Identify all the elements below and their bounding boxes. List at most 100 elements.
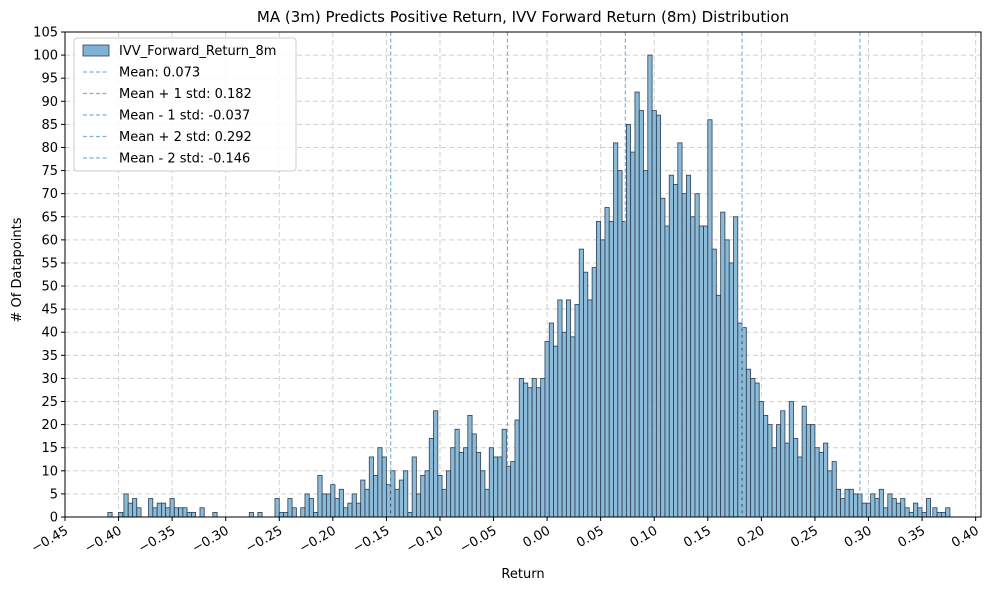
legend-label-reference-line: Mean + 1 std: 0.182: [119, 87, 252, 102]
histogram-bar: [767, 424, 773, 518]
y-tick-label: 25: [41, 395, 58, 410]
histogram-bar: [583, 271, 589, 518]
histogram-bar: [488, 447, 494, 518]
histogram-bar: [925, 498, 932, 518]
legend-label-reference-line: Mean: 0.073: [119, 66, 200, 81]
histogram-bar: [625, 123, 632, 518]
histogram-bar: [945, 507, 951, 518]
histogram-bar: [848, 488, 854, 518]
histogram-bar: [638, 110, 644, 518]
histogram-bar: [347, 502, 353, 518]
histogram-bar: [660, 197, 666, 518]
y-axis: 0 5 10 15 20 25 30 35 40 45 50 55 60 65 70 75 80 85 90 95 10…: [33, 26, 65, 526]
histogram-bar: [883, 507, 889, 518]
histogram-bar: [608, 220, 614, 518]
histogram-bar: [936, 511, 942, 518]
histogram-bar: [874, 498, 880, 518]
histogram-bar: [694, 193, 700, 518]
histogram-bar: [454, 428, 460, 518]
histogram-bar: [467, 414, 473, 518]
histogram-bar: [720, 211, 726, 518]
histogram-bar: [501, 428, 507, 518]
histogram-bar: [300, 507, 306, 518]
histogram-bar: [178, 507, 184, 518]
histogram-bar: [557, 299, 563, 518]
histogram-bar: [835, 488, 842, 518]
histogram-bar: [703, 225, 709, 518]
histogram-bar: [634, 91, 640, 518]
y-axis-label: # Of Datapoints: [10, 217, 25, 322]
histogram-bar: [741, 327, 747, 518]
histogram-bar: [613, 142, 619, 518]
legend-box: [73, 37, 297, 172]
histogram-bar: [788, 401, 794, 518]
histogram-bar: [617, 170, 623, 518]
histogram-bar: [136, 507, 142, 518]
histogram-bar: [737, 322, 743, 518]
histogram-bar: [304, 493, 310, 518]
histogram-bar: [278, 511, 284, 518]
histogram-bar: [433, 410, 439, 518]
histogram-bar: [591, 267, 597, 518]
histogram-bar: [186, 511, 192, 518]
histogram-bar: [673, 184, 679, 518]
histogram-bar: [475, 451, 482, 518]
histogram-bar: [360, 479, 366, 518]
histogram-bar: [600, 239, 606, 518]
histogram-bar: [763, 414, 769, 518]
histogram-bar: [283, 511, 289, 518]
histogram-bar: [445, 470, 452, 518]
histogram-bar: [338, 488, 344, 518]
histogram-bar: [810, 424, 816, 518]
histogram-bar: [514, 419, 520, 518]
histogram-bar: [861, 502, 867, 518]
histogram-bar: [313, 511, 319, 518]
histogram-bar: [248, 511, 254, 518]
histogram-bar: [932, 507, 938, 518]
y-tick-label: 70: [41, 187, 58, 202]
histogram-bar: [895, 502, 902, 518]
histogram-bar: [123, 493, 129, 518]
histogram-bar: [458, 451, 464, 518]
histogram-bar: [274, 498, 280, 518]
histogram-bar: [510, 461, 516, 518]
histogram-bar: [827, 470, 833, 518]
histogram-bar: [917, 507, 923, 518]
histogram-bar: [156, 502, 162, 518]
y-tick-label: 60: [41, 233, 58, 248]
histogram-bar: [553, 345, 559, 518]
histogram-bar: [540, 378, 546, 518]
histogram-bar: [865, 502, 872, 518]
legend: IVV_Forward_Return_8m Mean: 0.073 Mean + 1…: [73, 37, 297, 172]
histogram-bar: [394, 488, 400, 518]
histogram-bar: [668, 174, 674, 518]
y-tick-label: 40: [41, 326, 58, 341]
histogram-bar: [368, 456, 374, 518]
y-tick-label: 35: [41, 349, 58, 364]
histogram-bar: [212, 511, 218, 518]
histogram-bar: [715, 294, 722, 518]
histogram-bar: [484, 488, 490, 518]
histogram-bar: [844, 488, 850, 518]
histogram-bar: [561, 331, 567, 518]
histogram-bar: [891, 498, 897, 518]
histogram-bar: [707, 119, 713, 518]
histogram-bar: [518, 378, 524, 518]
y-tick-label: 30: [41, 372, 58, 387]
histogram-bar: [587, 299, 593, 518]
histogram-bar: [651, 110, 657, 518]
histogram-bar: [818, 451, 824, 518]
y-tick-label: 75: [41, 164, 58, 179]
legend-label-reference-line: Mean + 2 std: 0.292: [119, 130, 252, 145]
histogram-bar: [321, 493, 327, 518]
y-tick-label: 10: [41, 464, 58, 479]
chart-title: MA (3m) Predicts Positive Return, IVV Fo…: [257, 8, 789, 26]
histogram-bar: [152, 507, 158, 518]
histogram-bar: [132, 498, 138, 518]
y-tick-label: 90: [41, 95, 58, 110]
y-tick-label: 95: [41, 72, 58, 87]
histogram-bar: [775, 424, 782, 518]
histogram-bar: [878, 488, 884, 518]
histogram-bar: [343, 507, 349, 518]
histogram-bar: [527, 387, 533, 518]
